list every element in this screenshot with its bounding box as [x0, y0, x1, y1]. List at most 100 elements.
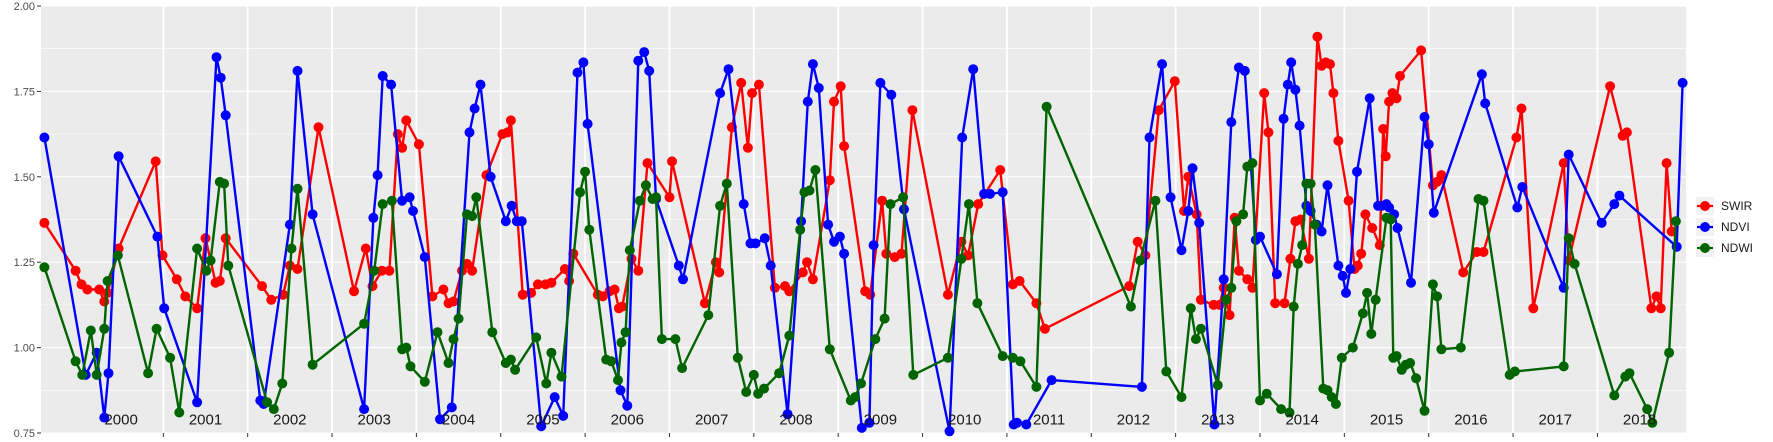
- ndwi-point: [741, 387, 752, 397]
- swir-point: [835, 81, 846, 92]
- ndwi-point: [580, 166, 591, 177]
- ndvi-point: [516, 216, 527, 227]
- ndwi-point: [1247, 158, 1258, 169]
- ndvi-point: [1423, 139, 1434, 150]
- swir-point: [1646, 303, 1657, 314]
- ndvi-point: [723, 64, 734, 75]
- ndwi-point: [85, 325, 96, 336]
- ndwi-point: [575, 187, 586, 198]
- swir-point: [1333, 135, 1344, 146]
- y-tick-label: 1.75: [14, 86, 35, 98]
- swir-point: [214, 276, 225, 286]
- ndwi-point: [634, 195, 645, 206]
- swir-point: [1384, 96, 1395, 107]
- ndwi-point: [1670, 216, 1681, 227]
- year-label: 2014: [1285, 411, 1318, 428]
- ndvi-point: [1428, 207, 1439, 218]
- ndvi-point: [1271, 269, 1282, 280]
- swir-point: [292, 264, 303, 274]
- ndwi-point: [1411, 373, 1422, 384]
- ndwi-point: [1336, 352, 1347, 363]
- swir-point: [1195, 294, 1206, 305]
- swir-point: [39, 217, 50, 228]
- ndwi-point: [39, 262, 50, 273]
- ndvi-point: [159, 303, 170, 314]
- ndwi-point: [870, 334, 881, 345]
- swir-point: [192, 303, 203, 314]
- swir-point: [995, 165, 1006, 175]
- swir-point: [829, 96, 839, 107]
- swir-point: [266, 294, 277, 305]
- swir-point: [1516, 103, 1527, 114]
- ndwi-point: [963, 199, 974, 210]
- ndwi-point: [419, 376, 430, 387]
- y-tick-label: 2.00: [14, 1, 35, 13]
- ndwi-point: [307, 359, 318, 370]
- ndvi-point: [1286, 57, 1297, 68]
- legend-label: SWIR: [1721, 199, 1753, 213]
- ndwi-point: [292, 183, 303, 194]
- ndvi-point: [1563, 149, 1574, 160]
- swir-point: [413, 139, 424, 150]
- ndvi-point: [738, 199, 749, 210]
- ndvi-point: [1345, 264, 1356, 274]
- ndvi-point: [558, 410, 569, 421]
- swir-point: [1356, 248, 1367, 259]
- y-tick-label: 1.50: [14, 172, 35, 184]
- year-label: 2013: [1201, 411, 1234, 428]
- swir-point: [1259, 88, 1270, 99]
- ndwi-point: [1297, 240, 1308, 251]
- ndvi-point: [1337, 270, 1348, 281]
- swir-point: [1303, 253, 1314, 264]
- ndvi-point: [99, 412, 110, 423]
- swir-point: [505, 115, 516, 126]
- swir-point: [1655, 303, 1666, 314]
- ndwi-point: [1419, 405, 1430, 416]
- swir-point: [257, 281, 267, 292]
- ndvi-point: [1609, 199, 1620, 210]
- ndvi-point: [957, 132, 968, 143]
- year-label: 2006: [611, 411, 644, 428]
- ndvi-point: [220, 110, 231, 121]
- ndvi-point: [673, 260, 684, 271]
- ndwi-point: [640, 180, 651, 191]
- ndwi-point: [219, 178, 230, 189]
- ndvi-point: [500, 216, 511, 227]
- ndvi-point: [1194, 217, 1205, 228]
- swir-point: [1343, 195, 1354, 206]
- ndwi-point: [1427, 279, 1438, 290]
- ndwi-point: [620, 327, 631, 338]
- ndvi-point: [284, 219, 295, 230]
- swir-point: [502, 127, 513, 138]
- swir-point: [642, 158, 653, 169]
- ndwi-point: [174, 407, 185, 418]
- ndwi-point: [1432, 291, 1443, 302]
- legend-item-ndwi: NDWI: [1696, 239, 1753, 257]
- ndwi-point: [151, 323, 162, 334]
- ndvi-point: [192, 397, 203, 408]
- ndwi-point: [1642, 404, 1653, 415]
- ndwi-point: [386, 195, 397, 206]
- ndvi-point: [211, 52, 222, 63]
- ndwi-point: [1647, 417, 1658, 428]
- ndvi-point: [823, 219, 834, 230]
- swir-point: [896, 248, 907, 259]
- year-label: 2000: [104, 411, 137, 428]
- ndwi-point: [613, 375, 623, 386]
- ndvi-point: [464, 127, 475, 138]
- swir-point: [1360, 209, 1371, 220]
- ndvi-point: [968, 64, 979, 75]
- year-label: 2018: [1623, 411, 1656, 428]
- swir-point: [736, 77, 747, 88]
- ndwi-series: [39, 101, 1681, 428]
- ndvi-point: [750, 238, 761, 249]
- year-label: 2017: [1539, 411, 1572, 428]
- swir-point: [1270, 298, 1281, 309]
- ndwi-point: [286, 243, 297, 254]
- ndwi-point: [1436, 344, 1447, 355]
- swir-point: [397, 142, 408, 153]
- ndwi-point: [1226, 282, 1237, 293]
- ndwi-point: [759, 383, 769, 394]
- swir-point: [70, 265, 81, 276]
- swir-point: [1395, 71, 1405, 81]
